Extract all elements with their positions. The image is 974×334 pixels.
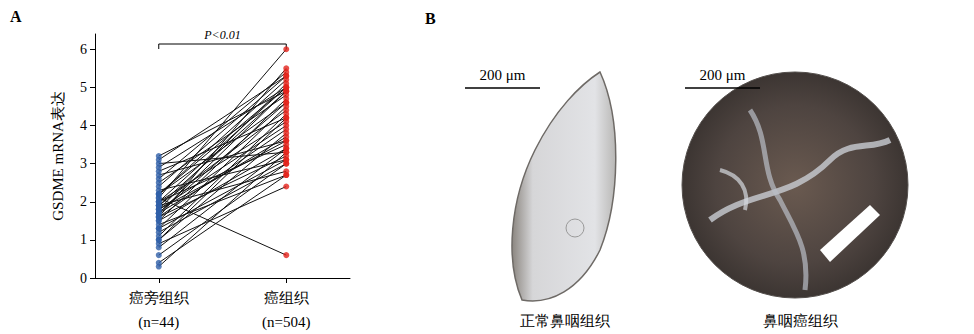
svg-text:5: 5 xyxy=(80,80,87,95)
svg-text:癌组织: 癌组织 xyxy=(264,290,309,306)
svg-text:200 μm: 200 μm xyxy=(480,67,526,83)
svg-text:2: 2 xyxy=(80,194,87,209)
svg-text:0: 0 xyxy=(80,271,87,286)
svg-text:(n=504): (n=504) xyxy=(262,314,310,331)
svg-text:6: 6 xyxy=(80,42,87,57)
svg-text:4: 4 xyxy=(80,118,87,133)
svg-text:P<0.01: P<0.01 xyxy=(203,28,240,42)
svg-text:癌旁组织: 癌旁组织 xyxy=(129,290,189,306)
svg-text:A: A xyxy=(10,8,22,25)
svg-text:GSDME mRNA表达: GSDME mRNA表达 xyxy=(50,91,66,221)
svg-text:鼻咽癌组织: 鼻咽癌组织 xyxy=(763,313,838,329)
svg-text:1: 1 xyxy=(80,232,87,247)
svg-text:(n=44): (n=44) xyxy=(138,314,179,331)
svg-text:3: 3 xyxy=(80,156,87,171)
svg-text:正常鼻咽组织: 正常鼻咽组织 xyxy=(520,313,610,329)
svg-text:B: B xyxy=(425,10,436,27)
svg-text:200 μm: 200 μm xyxy=(700,67,746,83)
